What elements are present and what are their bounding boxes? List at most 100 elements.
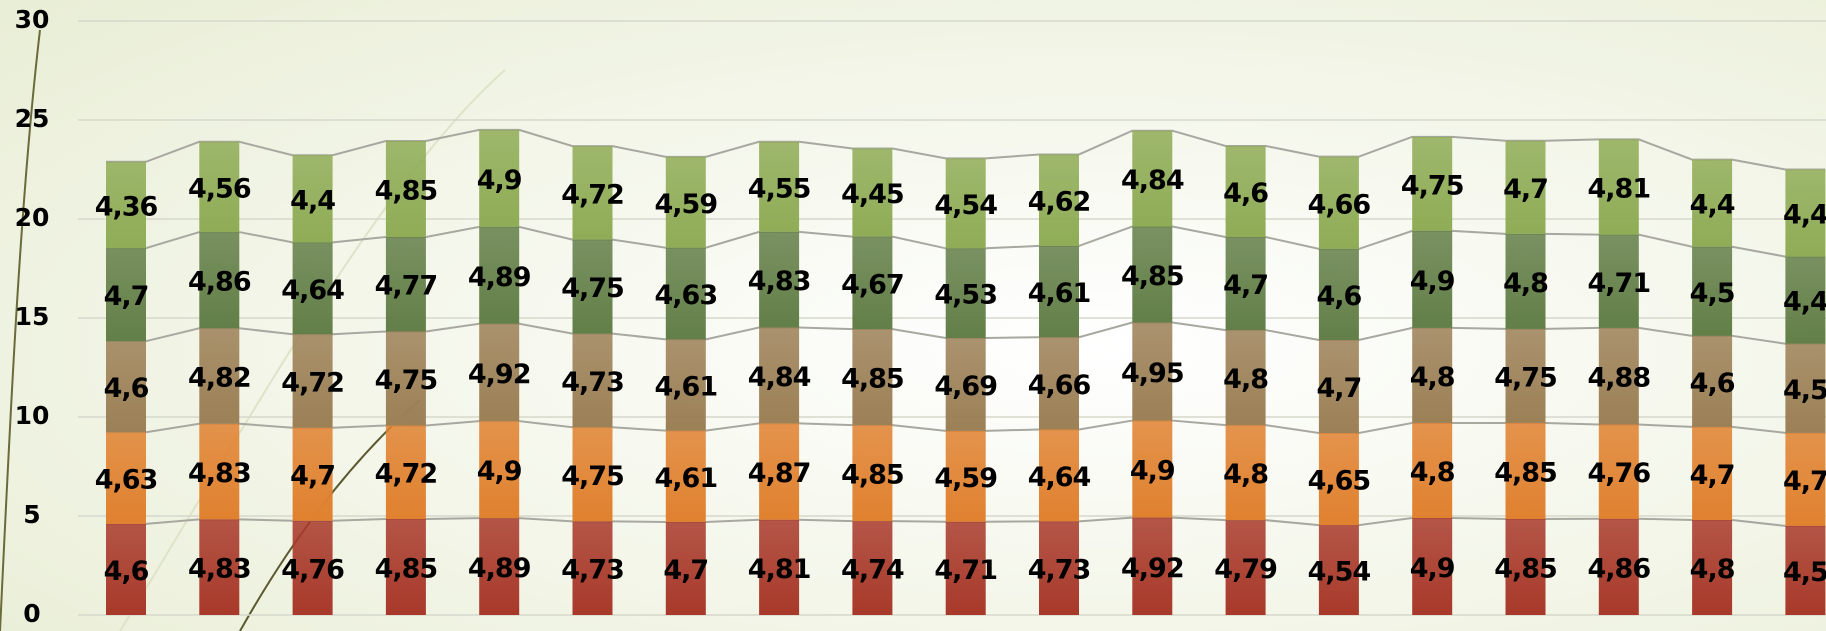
value-label: 4,8 [1690,554,1735,585]
value-label: 4,75 [1494,362,1557,393]
value-label: 4,85 [1121,261,1184,292]
bar-segment [106,341,146,433]
bar-segment [1225,145,1266,238]
value-label: 4,9 [477,456,522,487]
value-label: 4,5 [1783,375,1826,406]
value-label: 4,75 [375,365,438,396]
value-label: 4,83 [188,554,251,585]
value-label: 4,83 [188,458,251,489]
bar-segment [759,519,800,615]
bar-segment [1318,433,1359,526]
value-label: 4,61 [654,463,717,494]
bar-segment [665,339,706,431]
bar-segment [759,141,800,232]
bar-segment [945,158,986,249]
bar-segment [199,141,240,233]
bar-segment [106,523,146,615]
bar-segment [1505,328,1546,423]
bar-segment [1785,256,1826,344]
bar-segment [106,161,146,249]
bar-segment [1225,330,1266,426]
value-label: 4,61 [1028,278,1091,309]
bars [106,129,1826,615]
value-label: 4,67 [841,269,904,300]
value-label: 4,8 [1223,364,1268,395]
value-label: 4,73 [561,367,624,398]
bar-segment [1692,519,1733,615]
bar-segment [385,237,426,332]
bar-segment [1039,245,1079,338]
value-label: 4,85 [1494,457,1557,488]
bar-segment [759,423,800,520]
bar-segment [385,518,426,615]
value-label: 4,4 [1690,190,1735,221]
value-label: 4,83 [748,266,811,297]
value-label: 4,85 [1494,553,1557,584]
value-label: 4,85 [841,460,904,491]
bar-segment [665,156,706,248]
bar-segment [106,248,146,342]
bar-segment [479,421,520,519]
bar-segment [292,242,333,335]
bar-segment [1785,169,1826,257]
bar-segment [1692,246,1733,336]
value-label: 4,7 [1783,466,1826,497]
value-label: 4,92 [1121,553,1184,584]
bar-segment [292,155,333,243]
value-label: 4,54 [1308,557,1371,588]
bar-segment [1039,521,1079,615]
bar-segment [665,247,706,340]
bar-segment [385,425,426,519]
value-label: 4,71 [1587,268,1650,299]
value-label: 4,86 [188,267,251,298]
bar-segment [852,521,893,615]
bar-segment [852,329,893,426]
bar-segment [1598,234,1639,328]
value-label: 4,72 [561,179,624,210]
value-label: 4,6 [1223,178,1268,209]
value-label: 4,75 [561,461,624,492]
bar-segment [1039,337,1079,430]
value-label: 4,7 [1690,460,1735,491]
value-label: 4,84 [748,362,811,393]
value-label: 4,66 [1028,370,1091,401]
bar-segment [106,432,146,524]
value-label: 4,85 [841,364,904,395]
value-label: 4,4 [290,185,335,216]
bar-segment [199,519,240,615]
value-label: 4,82 [188,363,251,394]
bar-segment [1132,517,1173,615]
value-label: 4,86 [1587,553,1650,584]
bar-segment [852,148,893,237]
value-label: 4,75 [1401,170,1464,201]
bar-segment [385,140,426,238]
bar-segment [1412,136,1453,231]
value-label: 4,54 [934,190,997,221]
bar-segment [1505,518,1546,615]
value-label: 4,8 [1223,459,1268,490]
value-label: 4,5 [1783,557,1826,588]
bar-segment [572,146,613,240]
bar-segment [572,427,613,522]
value-label: 4,45 [841,179,904,210]
value-label: 4,7 [1223,270,1268,301]
value-label: 4,9 [1410,266,1455,297]
value-label: 4,9 [1130,456,1175,487]
value-label: 4,6 [104,373,149,404]
bar-segment [572,239,613,334]
bar-segment [1785,432,1826,526]
bar-segment [1412,327,1453,423]
value-label: 4,92 [468,359,531,390]
value-label: 4,69 [934,371,997,402]
bar-segment [1598,424,1639,519]
bar-segment [292,427,333,521]
bar-segment [1692,426,1733,520]
value-label: 4,8 [1410,457,1455,488]
bar-segment [1225,237,1266,331]
value-label: 4,76 [281,554,344,585]
bar-segment [1412,517,1453,615]
bar-segment [1132,130,1173,227]
